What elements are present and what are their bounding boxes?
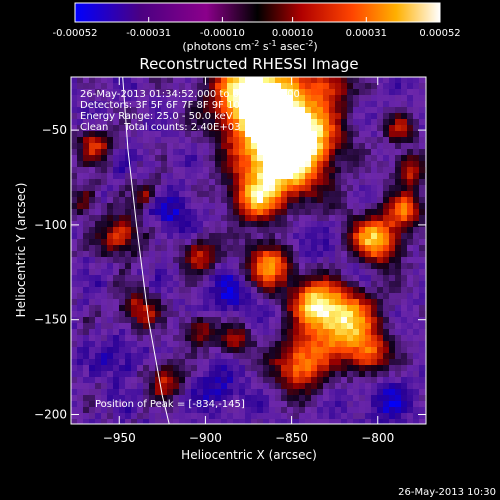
colorbar-tick-label: -0.00031 <box>126 28 171 39</box>
colorbar-tick-label: -0.00052 <box>53 28 98 39</box>
colorbar-tick-label: 0.00031 <box>346 28 387 39</box>
colorbar-gradient <box>74 2 441 23</box>
colorbar-unit: (photons cm-2 s-1 asec-2) <box>182 39 317 53</box>
x-tick-label: −900 <box>189 431 222 445</box>
y-tick-label: −150 <box>34 313 67 327</box>
y-tick-label: −50 <box>42 123 67 137</box>
colorbar-tick-label: -0.00010 <box>200 28 245 39</box>
colorbar-ticks: -0.00052 -0.00031 -0.00010 0.00010 0.00031 0.… <box>53 17 461 39</box>
x-axis-label: Heliocentric X (arcsec) <box>181 448 317 462</box>
colorbar: -0.00052 -0.00031 -0.00010 0.00010 0.00031 0.… <box>53 2 461 53</box>
plot-frame <box>70 76 427 425</box>
x-tick-label: −950 <box>103 431 136 445</box>
footer-timestamp: 26-May-2013 10:30 <box>398 487 496 498</box>
y-axis-label: Heliocentric Y (arcsec) <box>14 183 28 318</box>
colorbar-tick-label: 0.00052 <box>419 28 460 39</box>
y-axis: −50 −100 −150 −200 <box>34 123 426 422</box>
peak-position-label: Position of Peak = [-834,-145] <box>95 399 245 410</box>
info-line-detectors: Detectors: 3F 5F 6F 7F 8F 9F 10F <box>80 100 246 111</box>
x-tick-label: −800 <box>361 431 394 445</box>
y-tick-label: −100 <box>34 218 67 232</box>
info-annotations: 26-May-2013 01:34:52.000 to 01:36:04.000… <box>80 89 300 133</box>
x-axis: −950 −900 −850 −800 <box>103 77 394 445</box>
colorbar-tick-label: 0.00010 <box>272 28 313 39</box>
x-tick-label: −850 <box>275 431 308 445</box>
solar-limb-curve <box>122 76 170 425</box>
heatmap-image <box>71 77 426 424</box>
y-tick-label: −200 <box>34 408 67 422</box>
info-line-energy: Energy Range: 25.0 - 50.0 keV <box>80 111 233 122</box>
info-line-time: 26-May-2013 01:34:52.000 to 01:36:04.000 <box>80 89 300 100</box>
info-line-clean: Clean Total counts: 2.40E+03 <box>80 122 240 133</box>
chart-title: Reconstructed RHESSI Image <box>139 55 358 73</box>
